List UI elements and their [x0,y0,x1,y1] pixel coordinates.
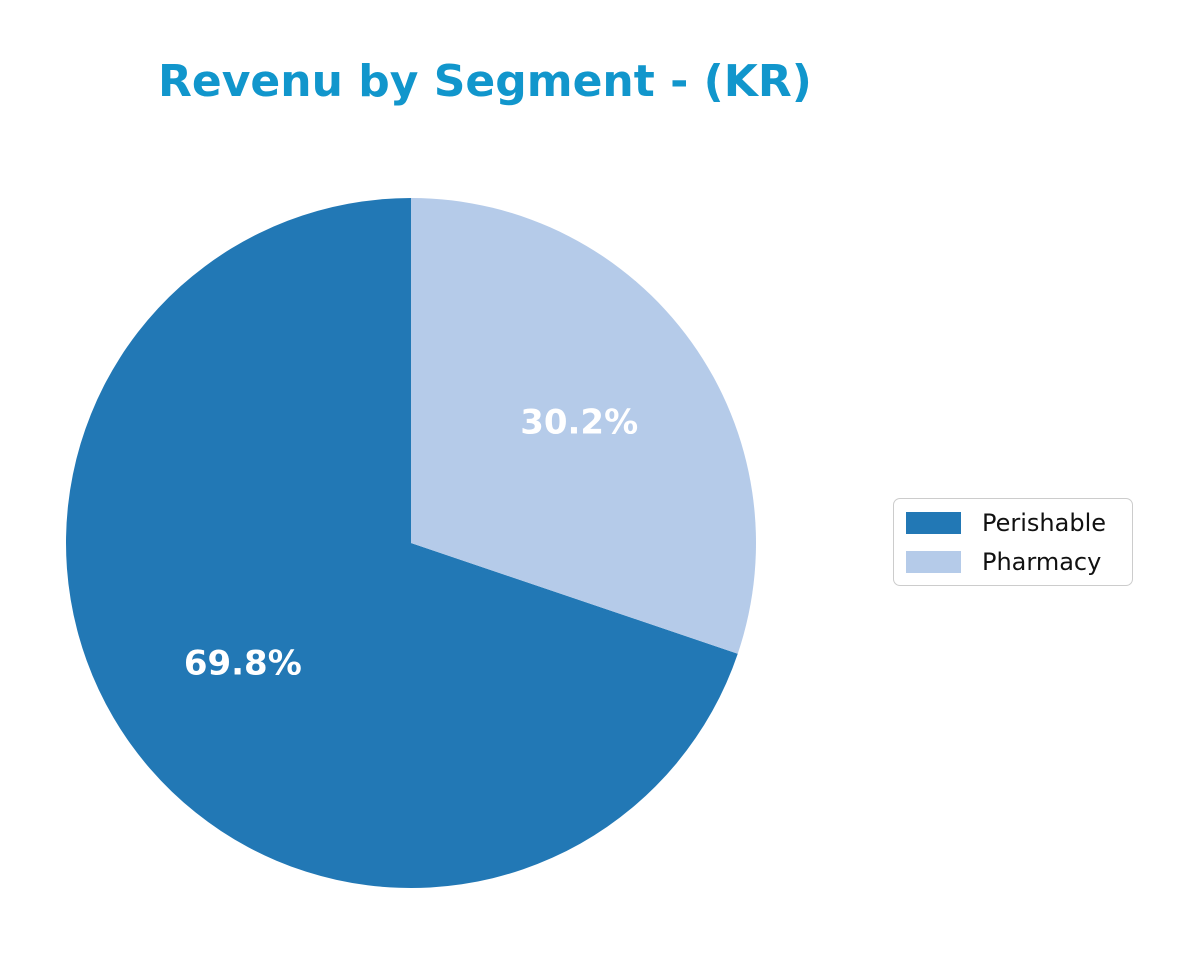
legend-label-pharmacy: Pharmacy [982,547,1102,576]
chart-title: Revenu by Segment - (KR) [158,56,812,107]
pie-percent-label-perishable: 69.8% [184,644,302,684]
pie-slice-pharmacy [411,198,757,654]
legend: Perishable Pharmacy [893,498,1133,586]
legend-swatch-pharmacy [906,550,961,573]
pie-slice-perishable [66,198,738,889]
legend-row-pharmacy: Pharmacy [906,542,1120,581]
pie-percent-label-pharmacy: 30.2% [520,402,638,442]
legend-swatch-perishable [906,511,961,534]
legend-row-perishable: Perishable [906,503,1120,542]
legend-label-perishable: Perishable [982,508,1107,537]
